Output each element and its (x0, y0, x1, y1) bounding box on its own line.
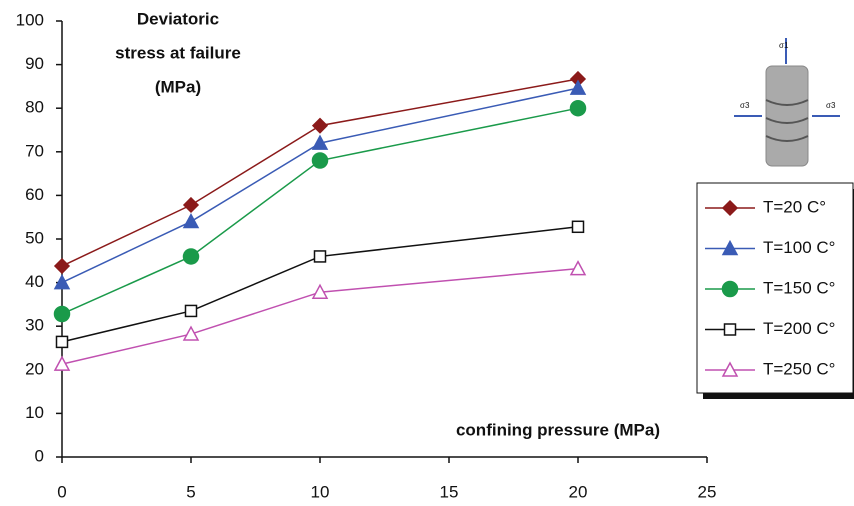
specimen-label: σ1 (779, 41, 789, 50)
marker (311, 117, 329, 134)
y-tick-label: 60 (25, 185, 44, 204)
legend-label: T=150 C° (763, 278, 835, 297)
marker (182, 325, 200, 341)
marker (569, 99, 587, 117)
marker (53, 355, 71, 371)
marker (571, 220, 585, 234)
y-tick-label: 20 (25, 359, 44, 378)
marker (311, 134, 329, 150)
marker (53, 305, 71, 323)
marker (182, 248, 200, 265)
y-axis-label: stress at failure (115, 43, 241, 62)
marker (53, 257, 71, 275)
y-tick-label: 40 (25, 272, 44, 291)
y-tick-label: 90 (25, 54, 44, 73)
series-line (61, 107, 579, 315)
y-tick-label: 30 (25, 316, 44, 335)
marker (311, 283, 329, 299)
marker (721, 199, 739, 217)
legend-label: T=20 C° (763, 197, 826, 216)
y-tick-label: 50 (25, 228, 44, 247)
marker (721, 280, 739, 298)
marker (53, 274, 71, 290)
marker (184, 304, 198, 318)
marker (311, 152, 329, 169)
y-tick-label: 10 (25, 403, 44, 422)
specimen-label: σ3 (740, 101, 750, 110)
legend-label: T=100 C° (763, 238, 835, 257)
marker (313, 250, 327, 263)
x-tick-label: 20 (569, 482, 588, 501)
x-axis-label: confining pressure (MPa) (456, 420, 660, 439)
series-line (61, 226, 579, 343)
series-line (61, 267, 579, 365)
marker (182, 196, 200, 214)
series-line (61, 87, 579, 284)
y-tick-label: 0 (35, 446, 44, 465)
x-tick-label: 15 (440, 482, 459, 501)
x-tick-label: 25 (698, 482, 717, 501)
series-line (61, 78, 579, 267)
legend-label: T=250 C° (763, 359, 835, 378)
marker (569, 79, 587, 95)
specimen-diagram: σ1 σ3 σ3 (734, 38, 840, 167)
marker (721, 361, 739, 377)
specimen-label: σ3 (826, 101, 836, 110)
legend-label: T=200 C° (763, 319, 835, 338)
x-tick-label: 5 (186, 482, 195, 501)
y-axis-label: (MPa) (155, 77, 201, 96)
x-tick-label: 10 (311, 482, 330, 501)
marker (55, 335, 69, 349)
x-tick-label: 0 (57, 482, 66, 501)
marker (723, 323, 737, 336)
marker (721, 239, 739, 256)
y-tick-label: 70 (25, 141, 44, 160)
marker (569, 260, 587, 276)
marker (182, 212, 200, 229)
y-tick-label: 80 (25, 98, 44, 117)
y-axis-label: Deviatoric (137, 9, 219, 28)
y-tick-label: 100 (16, 10, 44, 29)
